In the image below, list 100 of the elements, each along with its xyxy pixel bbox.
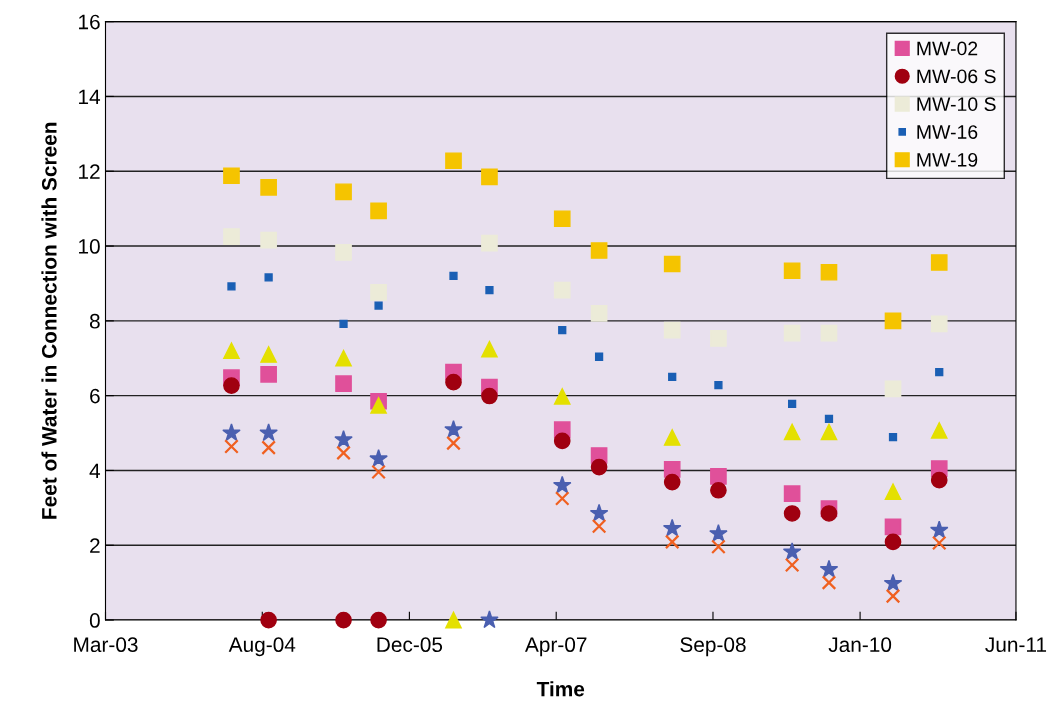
point	[783, 423, 801, 441]
x-axis-title: Time	[536, 681, 585, 697]
point	[824, 414, 834, 423]
point	[589, 503, 609, 522]
point	[935, 367, 944, 377]
point	[662, 518, 682, 537]
point	[552, 475, 572, 494]
point	[591, 518, 607, 534]
x-tick-label: Apr-07	[524, 637, 587, 657]
point	[590, 242, 608, 259]
point	[335, 183, 352, 201]
point	[663, 255, 681, 273]
point	[883, 573, 903, 592]
point	[370, 397, 387, 414]
x-tick-label: Jun-11	[985, 637, 1047, 653]
point	[594, 352, 604, 361]
point	[885, 588, 901, 604]
point	[223, 342, 240, 360]
point	[888, 433, 898, 442]
point	[227, 282, 236, 291]
point	[449, 271, 458, 281]
point	[710, 468, 727, 485]
point	[929, 520, 949, 539]
point	[554, 491, 570, 506]
point	[783, 262, 801, 280]
point	[821, 575, 837, 591]
point	[264, 273, 273, 282]
point	[481, 234, 498, 252]
point	[930, 471, 948, 489]
point	[480, 610, 499, 629]
legend-label: MW-10 S	[917, 97, 996, 112]
y-tick-label: 12	[79, 164, 100, 179]
point	[714, 381, 723, 390]
point	[370, 611, 387, 629]
x-tick-label: Dec-05	[377, 637, 443, 653]
point	[663, 473, 681, 491]
point	[784, 557, 800, 573]
point	[590, 458, 608, 476]
point	[884, 518, 902, 536]
point	[481, 168, 498, 186]
point	[820, 263, 838, 281]
point	[371, 464, 386, 480]
y-tick-label: 10	[79, 239, 100, 254]
x-tick-label: Sep-08	[680, 637, 746, 657]
legend-label: MW-06 S	[917, 69, 996, 84]
point	[260, 178, 277, 196]
point	[884, 483, 902, 501]
point	[481, 387, 498, 405]
point	[819, 559, 839, 578]
point	[553, 388, 571, 405]
point	[930, 254, 948, 271]
y-tick-label: 4	[89, 463, 101, 478]
point	[223, 167, 240, 185]
y-tick-label: 2	[90, 538, 100, 553]
point	[259, 423, 278, 442]
point	[664, 534, 680, 550]
point	[370, 202, 387, 220]
point	[782, 542, 802, 560]
legend-label: MW-19	[917, 152, 978, 167]
point	[884, 380, 902, 398]
x-tick-label: Jan-10	[828, 637, 892, 653]
point	[223, 228, 240, 246]
point	[930, 315, 948, 333]
point	[223, 377, 240, 394]
point	[553, 432, 571, 450]
point	[222, 423, 241, 442]
point	[820, 423, 838, 441]
y-tick-label: 6	[90, 388, 100, 404]
point	[445, 152, 462, 170]
point	[260, 365, 277, 383]
y-tick-label: 16	[79, 14, 100, 30]
point	[260, 346, 277, 363]
point	[590, 305, 608, 322]
point	[335, 244, 352, 261]
point	[553, 210, 571, 228]
point	[783, 505, 801, 522]
legend-label: MW-16	[917, 125, 978, 139]
point	[335, 611, 352, 629]
point	[335, 375, 352, 393]
point	[783, 485, 801, 502]
x-tick-label: Mar-03	[74, 637, 138, 653]
point	[930, 422, 948, 439]
point	[445, 373, 462, 391]
point	[481, 340, 498, 358]
legend-label: MW-02	[917, 41, 978, 56]
point	[260, 611, 277, 629]
point	[787, 399, 797, 409]
point	[663, 321, 681, 339]
point	[663, 429, 681, 446]
point	[335, 349, 352, 367]
point	[260, 231, 277, 249]
point	[709, 523, 728, 542]
point	[224, 439, 239, 454]
point	[336, 445, 351, 461]
point	[446, 435, 461, 451]
point	[884, 312, 902, 330]
x-tick-label: Aug-04	[228, 637, 296, 657]
point	[558, 326, 567, 335]
point	[374, 301, 383, 310]
point	[370, 284, 387, 301]
